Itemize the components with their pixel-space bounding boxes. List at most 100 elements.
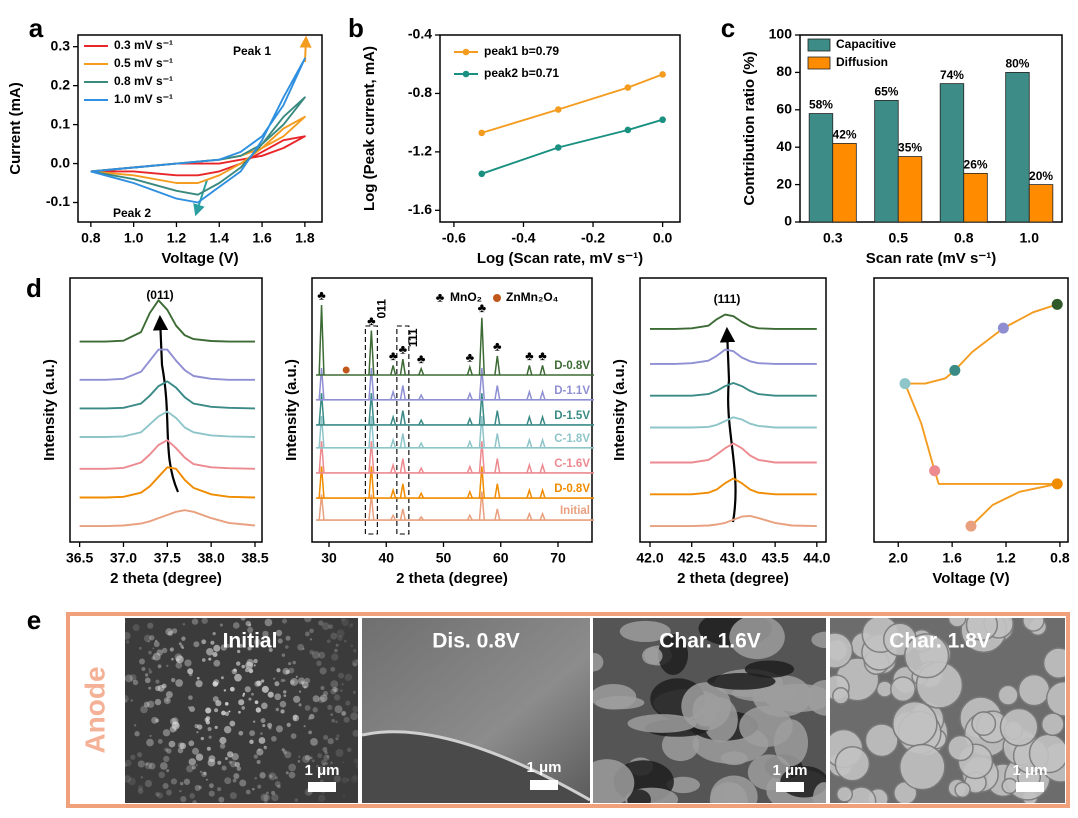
series-line bbox=[90, 115, 306, 184]
sem-grain bbox=[267, 722, 273, 728]
sem-grain bbox=[187, 668, 194, 675]
y-axis-label: Log (Peak current, mA) bbox=[361, 46, 378, 211]
sem-grain bbox=[286, 722, 291, 727]
sem-grain bbox=[255, 707, 262, 713]
sem-grain bbox=[144, 673, 149, 677]
phase-marker: ♣ bbox=[493, 338, 502, 353]
sem-grain bbox=[253, 658, 258, 664]
sem-flake bbox=[739, 705, 793, 748]
sem-grain bbox=[346, 747, 352, 753]
y-axis-label: Intensity (a.u.) bbox=[41, 359, 58, 461]
sem-grain bbox=[341, 777, 348, 784]
annotation: (011) bbox=[146, 288, 173, 302]
sem-grain bbox=[236, 766, 242, 771]
sem-flake bbox=[593, 759, 635, 803]
series-line bbox=[650, 382, 817, 397]
sem-grain bbox=[292, 714, 298, 720]
sem-grain bbox=[224, 711, 230, 717]
sem-grain bbox=[223, 689, 227, 692]
sem-grain bbox=[245, 789, 251, 795]
y-tick-label: 0.2 bbox=[51, 76, 71, 92]
sem-grain bbox=[352, 729, 358, 737]
diffraction-peak bbox=[526, 511, 533, 521]
sem-grain bbox=[125, 620, 127, 623]
series-line bbox=[650, 477, 817, 496]
sem-grain bbox=[138, 646, 142, 650]
sem-grain bbox=[341, 683, 344, 686]
sem-grain bbox=[303, 724, 306, 728]
diffraction-peak bbox=[399, 358, 406, 376]
side-label: Anode bbox=[79, 666, 110, 753]
point bbox=[659, 116, 666, 124]
sem-grain bbox=[148, 686, 152, 690]
x-axis-label: Log (Scan rate, mV s⁻¹) bbox=[477, 250, 643, 267]
diffraction-peak bbox=[368, 415, 375, 448]
sem-grain bbox=[344, 639, 347, 643]
sem-grain bbox=[351, 659, 358, 667]
sem-grain bbox=[229, 686, 235, 692]
sem-grain bbox=[265, 638, 271, 644]
x-axis-label: 2 theta (degree) bbox=[677, 570, 789, 587]
diffraction-peak bbox=[466, 391, 473, 401]
state-point bbox=[899, 378, 911, 390]
y-tick-label: -0.4 bbox=[408, 26, 432, 42]
sem-grain bbox=[256, 760, 261, 765]
sem-texture bbox=[125, 618, 358, 803]
sem-blob bbox=[1045, 680, 1065, 717]
legend-swatch bbox=[807, 56, 831, 70]
y-tick-label: 20 bbox=[776, 175, 792, 191]
sem-flake bbox=[595, 696, 645, 710]
sem-grain bbox=[277, 784, 281, 789]
sem-grain bbox=[154, 639, 158, 643]
sem-grain bbox=[249, 739, 254, 745]
scale-bar-label: 1 μm bbox=[1012, 762, 1047, 779]
sem-grain bbox=[240, 618, 246, 621]
sem-grain bbox=[318, 651, 326, 659]
sem-blob bbox=[899, 743, 946, 791]
sem-grain bbox=[227, 751, 234, 758]
sem-grain bbox=[312, 695, 320, 703]
series-line bbox=[79, 466, 256, 499]
sem-grain bbox=[258, 748, 261, 751]
sem-grain bbox=[288, 667, 295, 674]
peak-arrow bbox=[193, 179, 208, 217]
shift-arrow bbox=[152, 314, 180, 493]
state-point bbox=[949, 364, 961, 376]
sem-grain bbox=[193, 641, 200, 648]
sem-grain bbox=[217, 787, 222, 792]
series-line bbox=[481, 118, 663, 175]
x-tick-label: -0.6 bbox=[442, 230, 466, 246]
legend-swatch bbox=[807, 38, 831, 52]
state-point bbox=[965, 520, 977, 532]
sem-grain bbox=[333, 694, 341, 701]
sem-grain bbox=[214, 708, 219, 713]
sem-blob bbox=[947, 734, 974, 762]
sem-grain bbox=[302, 647, 305, 650]
bar bbox=[874, 100, 899, 223]
sem-grain bbox=[212, 681, 218, 687]
sem-grain bbox=[147, 700, 155, 708]
series-label: C-1.6V bbox=[554, 458, 590, 470]
sem-grain bbox=[139, 658, 145, 665]
diffraction-peak bbox=[318, 466, 325, 499]
series-label: D-0.8V bbox=[554, 360, 590, 372]
sem-grain bbox=[275, 707, 280, 712]
sem-grain bbox=[220, 644, 228, 651]
sem-grain bbox=[293, 695, 301, 703]
sem-grain bbox=[241, 664, 245, 669]
bar bbox=[1028, 184, 1054, 223]
peak-box bbox=[364, 325, 378, 535]
sem-grain bbox=[165, 628, 173, 636]
sem-grain bbox=[208, 735, 212, 739]
sem-grain bbox=[335, 748, 344, 757]
scale-bar-label: 1 μm bbox=[526, 759, 561, 776]
sem-grain bbox=[304, 631, 310, 637]
sem-grain bbox=[292, 660, 297, 665]
sem-grain bbox=[334, 705, 343, 714]
sem-grain bbox=[149, 635, 155, 641]
sem-blob bbox=[836, 785, 854, 803]
sem-blob bbox=[889, 676, 916, 703]
sem-grain bbox=[236, 639, 240, 643]
sem-flake bbox=[812, 782, 826, 803]
sem-grain bbox=[248, 623, 252, 627]
